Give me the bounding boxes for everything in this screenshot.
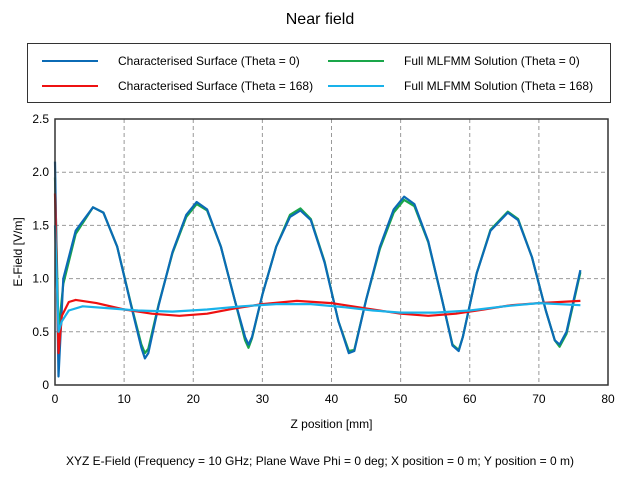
legend: Characterised Surface (Theta = 0) Full M… [27, 43, 611, 103]
x-tick-label: 20 [187, 392, 201, 406]
y-tick-label: 1.0 [32, 272, 49, 286]
y-tick-label: 0 [42, 378, 49, 392]
legend-label: Full MLFMM Solution (Theta = 0) [404, 54, 580, 68]
legend-label: Characterised Surface (Theta = 168) [118, 79, 314, 93]
series-line [53, 177, 582, 355]
y-tick-label: 0.5 [32, 325, 49, 339]
legend-swatch [42, 60, 98, 62]
chart-caption: XYZ E-Field (Frequency = 10 GHz; Plane W… [65, 454, 575, 468]
series-line [53, 225, 581, 333]
x-tick-label: 70 [532, 392, 546, 406]
legend-item: Full MLFMM Solution (Theta = 0) [328, 54, 580, 68]
x-tick-label: 80 [601, 392, 615, 406]
legend-item: Characterised Surface (Theta = 0) [42, 54, 300, 68]
y-tick-label: 1.5 [32, 218, 49, 232]
y-axis-label: E-Field [V/m] [11, 217, 25, 286]
legend-item: Full MLFMM Solution (Theta = 168) [328, 79, 593, 93]
x-tick-label: 40 [325, 392, 339, 406]
chart-title: Near field [285, 11, 355, 28]
x-tick-label: 30 [256, 392, 270, 406]
legend-label: Characterised Surface (Theta = 0) [118, 54, 300, 68]
y-tick-label: 2.0 [32, 165, 49, 179]
legend-swatch [42, 85, 98, 87]
legend-swatch [328, 85, 384, 87]
legend-swatch [328, 60, 384, 62]
x-tick-label: 10 [117, 392, 131, 406]
legend-item: Characterised Surface (Theta = 168) [42, 79, 313, 93]
x-tick-label: 0 [52, 392, 59, 406]
x-tick-label: 60 [463, 392, 477, 406]
legend-label: Full MLFMM Solution (Theta = 168) [404, 79, 594, 93]
y-tick-label: 2.5 [32, 112, 49, 126]
x-tick-label: 50 [394, 392, 408, 406]
series-line [53, 161, 582, 378]
plot-border [54, 118, 609, 386]
x-axis-label: Z position [mm] [290, 417, 372, 431]
